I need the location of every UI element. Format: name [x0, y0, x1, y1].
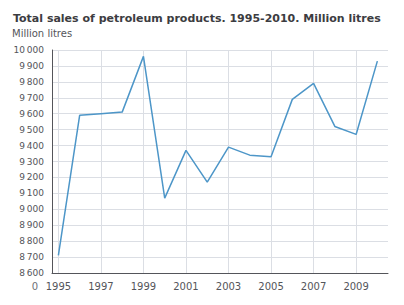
svg-text:2005: 2005: [258, 281, 283, 292]
svg-text:9 500: 9 500: [19, 125, 44, 135]
svg-text:1999: 1999: [131, 281, 156, 292]
svg-text:9 400: 9 400: [19, 141, 44, 151]
svg-text:9 900: 9 900: [19, 61, 44, 71]
svg-text:Total sales of petroleum produ: Total sales of petroleum products. 1995-…: [13, 12, 381, 25]
svg-text:8 800: 8 800: [19, 236, 44, 246]
svg-text:10 000: 10 000: [14, 45, 45, 55]
svg-text:2007: 2007: [301, 281, 326, 292]
svg-text:9 300: 9 300: [19, 157, 44, 167]
svg-text:8 600: 8 600: [19, 268, 44, 278]
svg-text:9 600: 9 600: [19, 109, 44, 119]
svg-text:2009: 2009: [343, 281, 368, 292]
svg-text:9 800: 9 800: [19, 77, 44, 87]
svg-text:9 100: 9 100: [19, 188, 44, 198]
svg-text:2001: 2001: [173, 281, 198, 292]
svg-text:8 700: 8 700: [19, 252, 44, 262]
svg-text:Million litres: Million litres: [12, 28, 72, 39]
svg-text:9 700: 9 700: [19, 93, 44, 103]
svg-text:0: 0: [32, 281, 38, 292]
svg-text:1995: 1995: [46, 281, 71, 292]
svg-text:9 200: 9 200: [19, 172, 44, 182]
svg-text:2003: 2003: [216, 281, 241, 292]
svg-text:1997: 1997: [88, 281, 113, 292]
svg-text:9 000: 9 000: [19, 204, 44, 214]
svg-text:8 900: 8 900: [19, 220, 44, 230]
